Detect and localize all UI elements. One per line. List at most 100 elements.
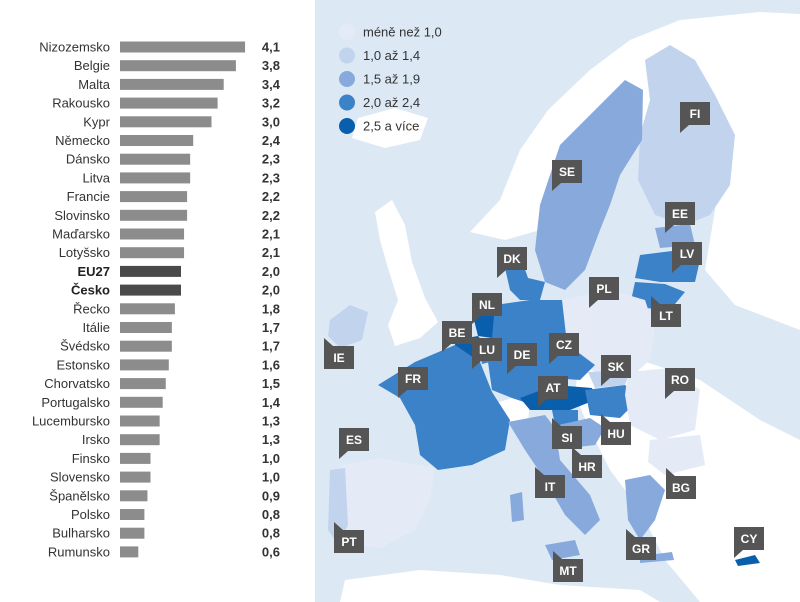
callout-pointer	[589, 300, 598, 308]
bar	[120, 396, 163, 408]
bar-value-label: 0,8	[262, 526, 280, 541]
map-ie	[328, 305, 368, 348]
map-gr	[625, 475, 665, 540]
bar-value-label: 3,4	[262, 77, 281, 92]
callout-box	[666, 476, 696, 499]
bar-category-label: Maďarsko	[52, 227, 110, 242]
code-callout-es: ES	[339, 428, 369, 459]
bar-category-label: Řecko	[73, 301, 110, 316]
country-code: PT	[341, 535, 357, 549]
bar-value-label: 1,5	[262, 376, 280, 391]
bar	[120, 434, 160, 446]
bar-category-label: Belgie	[74, 58, 110, 73]
country-code: GR	[632, 542, 650, 556]
callout-pointer	[734, 550, 743, 558]
bar-chart: Nizozemsko 4,1 Belgie 3,8 Malta 3,4 Rakousko 3,…	[32, 40, 281, 560]
code-callout-lt: LT	[651, 296, 681, 327]
callout-pointer	[535, 467, 544, 475]
map-pl	[562, 290, 655, 378]
callout-box	[680, 102, 710, 125]
legend-label: méně než 1,0	[363, 25, 442, 40]
bar-value-label: 1,3	[262, 432, 280, 447]
code-callout-lv: LV	[672, 242, 702, 273]
bar	[120, 153, 191, 165]
callout-pointer	[666, 468, 675, 476]
bar-category-label: Polsko	[71, 507, 110, 522]
code-callout-nl: NL	[472, 293, 502, 324]
legend-label: 2,5 a více	[363, 119, 419, 134]
callout-box	[507, 343, 537, 366]
bar-category-label: Lucembursko	[32, 414, 110, 429]
code-callout-it: IT	[535, 467, 565, 498]
map-bg	[648, 435, 705, 475]
callout-box	[601, 355, 631, 378]
bar-category-label: Švédsko	[60, 339, 110, 354]
country-code: ES	[346, 433, 362, 447]
map-fi	[638, 45, 735, 225]
legend-swatch	[339, 118, 355, 134]
callout-box	[665, 368, 695, 391]
callout-pointer	[672, 265, 681, 273]
callout-pointer	[665, 391, 674, 399]
bar-category-label: Nizozemsko	[39, 40, 110, 55]
callout-pointer	[552, 418, 561, 426]
bar-value-label: 3,2	[262, 96, 280, 111]
bar-value-label: 2,1	[262, 245, 280, 260]
bar-category-label: Německo	[55, 133, 110, 148]
callout-pointer	[626, 529, 635, 537]
callout-pointer	[665, 225, 674, 233]
callout-box	[535, 475, 565, 498]
country-code: EE	[672, 207, 688, 221]
bar	[120, 209, 188, 221]
map-pt	[328, 468, 348, 545]
country-code: NL	[479, 298, 495, 312]
country-code: LV	[680, 247, 694, 261]
callout-box	[665, 202, 695, 225]
bar	[120, 471, 151, 483]
bar	[120, 359, 169, 371]
bar-category-label: Lotyšsko	[59, 245, 110, 260]
bar-category-label: Slovensko	[50, 470, 110, 485]
bar-value-label: 3,8	[262, 58, 280, 73]
map-it-sardinia	[510, 492, 524, 522]
country-code: MT	[559, 564, 577, 578]
legend-swatch	[339, 47, 355, 64]
country-code: DE	[514, 348, 531, 362]
code-callout-be: BE	[442, 321, 472, 352]
country-code: SK	[608, 360, 625, 374]
code-callout-ee: EE	[665, 202, 695, 233]
bar	[120, 191, 188, 203]
bar-value-label: 1,7	[262, 339, 280, 354]
map-gr-crete	[640, 552, 674, 563]
bar-category-label: Kypr	[83, 114, 110, 129]
map-legend: méně než 1,0 1,0 až 1,4 1,5 až 1,9 2,0 až 2…	[339, 24, 442, 134]
bar	[120, 322, 172, 333]
bar-value-label: 1,7	[262, 320, 280, 335]
bar	[120, 284, 181, 296]
callout-box	[442, 321, 472, 344]
bar-value-label: 4,1	[262, 40, 280, 55]
bar	[120, 247, 185, 259]
bar	[120, 415, 160, 427]
callout-box	[549, 333, 579, 356]
code-callout-hu: HU	[601, 414, 631, 445]
bar-category-label: Francie	[67, 189, 110, 204]
callout-box	[589, 277, 619, 300]
callout-box	[472, 293, 502, 316]
callout-pointer	[601, 378, 610, 386]
callout-box	[552, 426, 582, 449]
callout-pointer	[507, 366, 516, 374]
callout-box	[398, 367, 428, 390]
callout-box	[626, 537, 656, 560]
land-iceland	[352, 108, 428, 148]
callout-box	[552, 160, 582, 183]
callout-pointer	[334, 522, 343, 530]
legend-swatch	[339, 71, 355, 87]
code-callout-gr: GR	[626, 529, 656, 560]
bar-category-label: Rumunsko	[48, 544, 110, 559]
country-code: AT	[545, 381, 561, 395]
bar	[120, 490, 148, 502]
country-code: DK	[503, 252, 521, 266]
bar	[120, 41, 246, 53]
